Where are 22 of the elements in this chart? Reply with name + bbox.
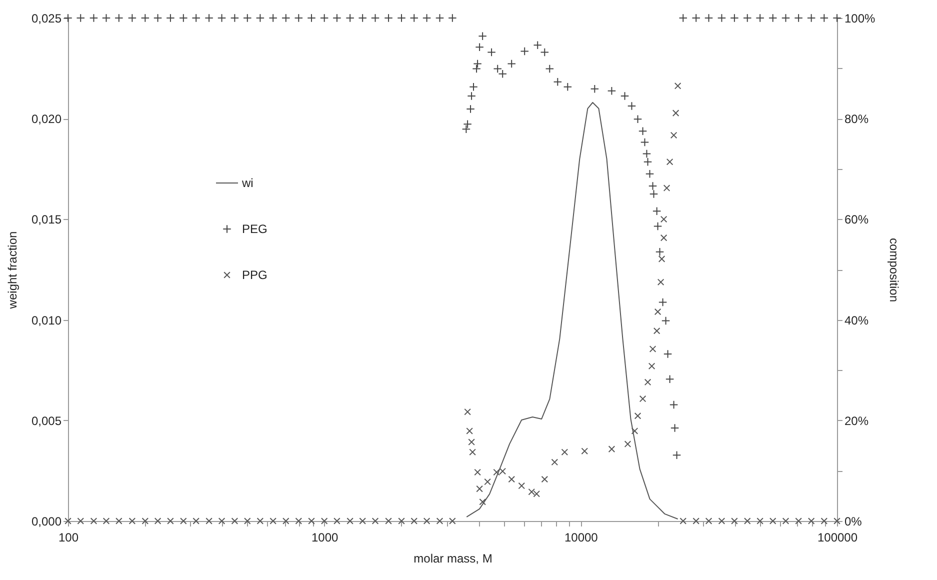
- y-tick-label: 0,000: [31, 514, 62, 528]
- y2-tick-label: 20%: [844, 414, 869, 428]
- y-tick-label: 0,010: [31, 313, 62, 328]
- y-axis-title: weight fraction: [5, 231, 20, 310]
- x-tick-label: 1000: [311, 530, 339, 544]
- legend-label: wi: [241, 176, 254, 190]
- y-tick-label: 0,005: [31, 414, 62, 428]
- y2-tick-label: 60%: [844, 212, 869, 227]
- y-tick-label: 0,020: [31, 112, 62, 126]
- y-tick-label: 0,025: [31, 12, 62, 26]
- y2-tick-label: 40%: [844, 313, 869, 328]
- legend-label: PPG: [242, 268, 268, 282]
- x-tick-label: 100000: [817, 530, 858, 544]
- y-tick-label: 0,015: [31, 212, 62, 227]
- x-tick-label: 10000: [564, 530, 598, 544]
- legend-label: PEG: [242, 222, 268, 236]
- y2-tick-label: 100%: [844, 12, 876, 26]
- y2-axis-title: composition: [887, 238, 902, 302]
- x-axis-title: molar mass, M: [414, 552, 492, 566]
- x-tick-label: 100: [58, 530, 79, 544]
- y2-tick-label: 0%: [844, 514, 862, 528]
- y2-tick-label: 80%: [844, 112, 869, 126]
